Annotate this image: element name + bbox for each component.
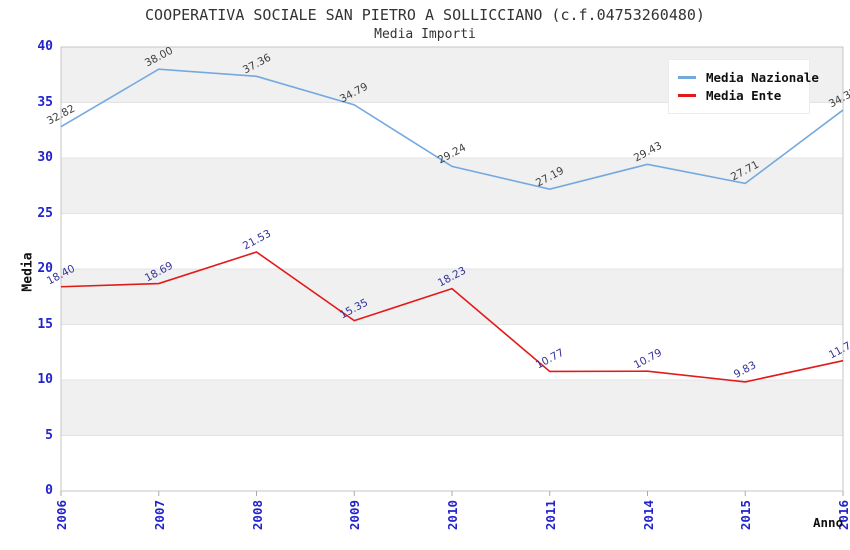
chart-title: COOPERATIVA SOCIALE SAN PIETRO A SOLLICC…: [145, 6, 705, 24]
legend-item-media-nazionale: Media Nazionale: [678, 70, 819, 85]
legend-line-swatch-blue: [678, 76, 696, 79]
y-tick-label: 10: [37, 372, 53, 387]
y-tick-label: 35: [37, 94, 53, 110]
x-tick-label: 2015: [738, 500, 754, 531]
x-tick-label: 2014: [640, 500, 656, 531]
plot-band: [61, 380, 843, 436]
series-line-ente: [60, 251, 844, 383]
y-tick-label: 30: [37, 150, 53, 165]
legend-label: Media Ente: [706, 88, 782, 103]
plot-band: [61, 213, 843, 269]
legend: Media Nazionale Media Ente: [668, 59, 819, 114]
legend-label: Media Nazionale: [706, 70, 819, 85]
series-line-nazionale: [60, 68, 844, 191]
plot-band: [61, 435, 843, 491]
x-tick-label: 2008: [249, 500, 265, 531]
x-tick-label: 2007: [151, 500, 167, 531]
legend-line-swatch-red: [678, 94, 696, 97]
y-tick-label: 25: [37, 205, 53, 221]
y-tick-label: 5: [45, 427, 53, 443]
x-tick-label: 2009: [347, 500, 363, 531]
plot-band: [61, 324, 843, 380]
plot-band: [61, 269, 843, 325]
y-axis-title: Media: [20, 252, 36, 292]
legend-item-media-ente: Media Ente: [678, 88, 800, 103]
y-tick-label: 20: [37, 261, 53, 276]
x-axis-title: Anno: [813, 515, 844, 530]
chart-subtitle: Media Importi: [374, 27, 476, 42]
y-tick-label: 15: [37, 316, 53, 332]
x-tick-label: 2011: [542, 500, 558, 531]
y-tick-label: 40: [37, 39, 53, 54]
x-tick-label: 2010: [445, 500, 460, 531]
x-tick-label: 2006: [54, 500, 69, 531]
y-tick-label: 0: [45, 483, 53, 498]
